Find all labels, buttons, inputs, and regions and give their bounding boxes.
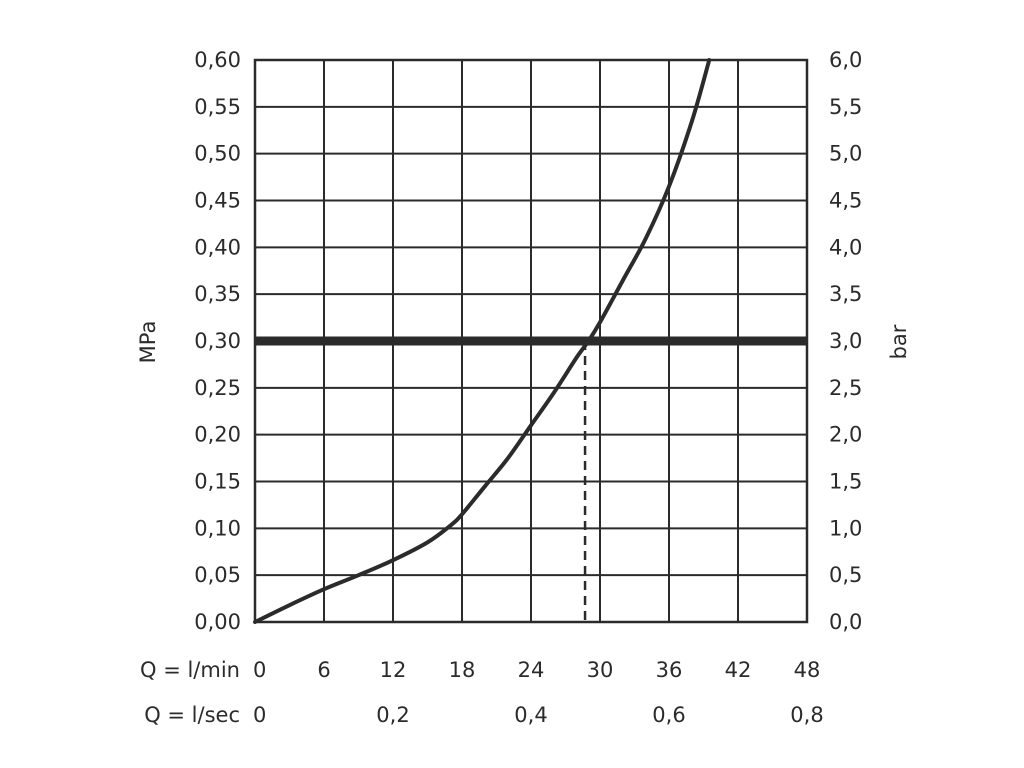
left-tick-label: 0,25 [194,376,241,400]
right-tick-label: 5,0 [829,142,862,166]
left-tick-label: 0,15 [194,470,241,494]
right-tick-label: 4,0 [829,235,862,259]
right-tick-label: 2,0 [829,423,862,447]
left-tick-label: 0,50 [194,142,241,166]
flow-pressure-curve [253,58,712,624]
right-tick-label: 3,5 [829,282,862,306]
x-tick-label-lmin: 18 [449,658,476,682]
right-tick-label: 1,0 [829,516,862,540]
left-tick-label: 0,05 [194,563,241,587]
x-tick-label-lsec: 0,6 [652,703,685,727]
x-axis-ticks-lmin: 0 6 12 18 24 30 36 42 48 [253,658,820,682]
x-tick-label-lsec: 0,2 [376,703,409,727]
right-tick-label: 5,5 [829,95,862,119]
x-tick-label-lmin: 30 [587,658,614,682]
right-tick-label: 6,0 [829,48,862,72]
x-tick-label-lmin: 12 [380,658,407,682]
left-tick-label: 0,00 [194,610,241,634]
x-tick-label-lsec: 0,8 [790,703,823,727]
x-tick-label-lmin: 36 [656,658,683,682]
left-tick-label: 0,10 [194,516,241,540]
left-tick-label: 0,55 [194,95,241,119]
right-tick-label: 0,5 [829,563,862,587]
x-axis-label-lmin: Q = l/min [140,658,240,682]
left-tick-label: 0,45 [194,189,241,213]
right-tick-label: 1,5 [829,470,862,494]
x-tick-label-lmin: 0 [253,658,266,682]
left-tick-label: 0,35 [194,282,241,306]
x-axis-label-lsec: Q = l/sec [144,703,240,727]
x-tick-label-lsec: 0 [253,703,266,727]
right-tick-label: 2,5 [829,376,862,400]
left-tick-label: 0,60 [194,48,241,72]
left-tick-label: 0,20 [194,423,241,447]
left-axis-title: MPa [136,321,160,364]
left-axis-ticks: 0,00 0,05 0,10 0,15 0,20 0,25 0,30 0,35 0,40 0,45… [194,48,241,634]
x-tick-label-lmin: 6 [317,658,330,682]
right-tick-label: 4,5 [829,189,862,213]
x-tick-label-lmin: 24 [518,658,545,682]
series-layer [253,58,807,624]
x-tick-label-lsec: 0,4 [514,703,547,727]
right-tick-label: 3,0 [829,329,862,353]
x-axis-ticks-lsec: 0 0,2 0,4 0,6 0,8 [253,703,824,727]
x-tick-label-lmin: 48 [794,658,821,682]
x-tick-label-lmin: 42 [725,658,752,682]
right-axis-title: bar [887,324,911,359]
right-axis-ticks: 0,0 0,5 1,0 1,5 2,0 2,5 3,0 3,5 4,0 4,5 5,0 5,5 6,0 [829,48,862,634]
left-tick-label: 0,40 [194,235,241,259]
right-tick-label: 0,0 [829,610,862,634]
left-tick-label: 0,30 [194,329,241,353]
